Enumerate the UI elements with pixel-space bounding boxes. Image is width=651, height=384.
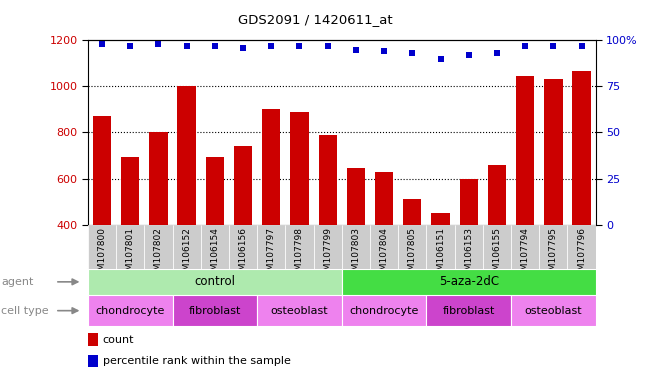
Text: GSM107796: GSM107796: [577, 227, 586, 282]
Text: GSM106156: GSM106156: [238, 227, 247, 282]
Text: chondrocyte: chondrocyte: [350, 306, 419, 316]
Point: [464, 52, 474, 58]
Bar: [572, 71, 590, 317]
Text: GSM107794: GSM107794: [521, 227, 530, 282]
Text: GSM106154: GSM106154: [210, 227, 219, 282]
Bar: [206, 157, 224, 317]
Text: GSM106153: GSM106153: [464, 227, 473, 282]
Text: GSM107797: GSM107797: [267, 227, 276, 282]
Bar: [370, 225, 398, 269]
Bar: [426, 225, 454, 269]
Bar: [511, 225, 539, 269]
Bar: [88, 295, 173, 326]
Bar: [454, 225, 483, 269]
Point: [294, 43, 305, 49]
Point: [238, 45, 248, 51]
Text: GSM107795: GSM107795: [549, 227, 558, 282]
Point: [436, 56, 446, 62]
Text: GSM107802: GSM107802: [154, 227, 163, 282]
Text: GSM107803: GSM107803: [352, 227, 361, 282]
Bar: [516, 76, 534, 317]
Text: 5-aza-2dC: 5-aza-2dC: [439, 275, 499, 288]
Bar: [318, 135, 337, 317]
Bar: [398, 225, 426, 269]
Bar: [342, 225, 370, 269]
Text: osteoblast: osteoblast: [525, 306, 582, 316]
Bar: [173, 295, 257, 326]
Bar: [539, 225, 568, 269]
Bar: [93, 116, 111, 317]
Bar: [201, 225, 229, 269]
Bar: [88, 269, 342, 295]
Point: [576, 43, 587, 49]
Point: [322, 43, 333, 49]
Bar: [342, 269, 596, 295]
Text: count: count: [103, 335, 134, 345]
Bar: [403, 199, 421, 317]
Point: [407, 50, 417, 56]
Point: [492, 50, 502, 56]
Bar: [145, 225, 173, 269]
Bar: [116, 225, 145, 269]
Point: [153, 41, 163, 47]
Point: [182, 43, 192, 49]
Bar: [234, 146, 252, 317]
Point: [210, 43, 220, 49]
Bar: [314, 225, 342, 269]
Text: fibroblast: fibroblast: [189, 306, 241, 316]
Bar: [88, 225, 116, 269]
Text: cell type: cell type: [1, 306, 49, 316]
Text: fibroblast: fibroblast: [443, 306, 495, 316]
Point: [548, 43, 559, 49]
Bar: [460, 179, 478, 317]
Bar: [347, 168, 365, 317]
Text: GSM107798: GSM107798: [295, 227, 304, 282]
Bar: [426, 295, 511, 326]
Bar: [262, 109, 281, 317]
Point: [97, 41, 107, 47]
Text: GSM107801: GSM107801: [126, 227, 135, 282]
Bar: [88, 333, 98, 346]
Text: GSM107805: GSM107805: [408, 227, 417, 282]
Bar: [149, 132, 167, 317]
Text: GSM106151: GSM106151: [436, 227, 445, 282]
Bar: [173, 225, 201, 269]
Bar: [511, 295, 596, 326]
Bar: [375, 172, 393, 317]
Text: GDS2091 / 1420611_at: GDS2091 / 1420611_at: [238, 13, 393, 26]
Text: GSM107804: GSM107804: [380, 227, 389, 282]
Point: [125, 43, 135, 49]
Text: GSM107799: GSM107799: [323, 227, 332, 282]
Text: GSM106152: GSM106152: [182, 227, 191, 282]
Point: [520, 43, 531, 49]
Text: agent: agent: [1, 277, 34, 287]
Bar: [121, 157, 139, 317]
Point: [266, 43, 277, 49]
Bar: [178, 86, 196, 317]
Text: chondrocyte: chondrocyte: [96, 306, 165, 316]
Bar: [432, 213, 450, 317]
Text: GSM107800: GSM107800: [98, 227, 107, 282]
Bar: [88, 354, 98, 367]
Text: osteoblast: osteoblast: [271, 306, 328, 316]
Point: [379, 48, 389, 55]
Bar: [488, 165, 506, 317]
Bar: [568, 225, 596, 269]
Bar: [483, 225, 511, 269]
Bar: [229, 225, 257, 269]
Text: control: control: [195, 275, 235, 288]
Text: percentile rank within the sample: percentile rank within the sample: [103, 356, 290, 366]
Bar: [285, 225, 314, 269]
Point: [351, 46, 361, 53]
Text: GSM106155: GSM106155: [492, 227, 501, 282]
Bar: [257, 295, 342, 326]
Bar: [257, 225, 285, 269]
Bar: [342, 295, 426, 326]
Bar: [290, 112, 309, 317]
Bar: [544, 79, 562, 317]
